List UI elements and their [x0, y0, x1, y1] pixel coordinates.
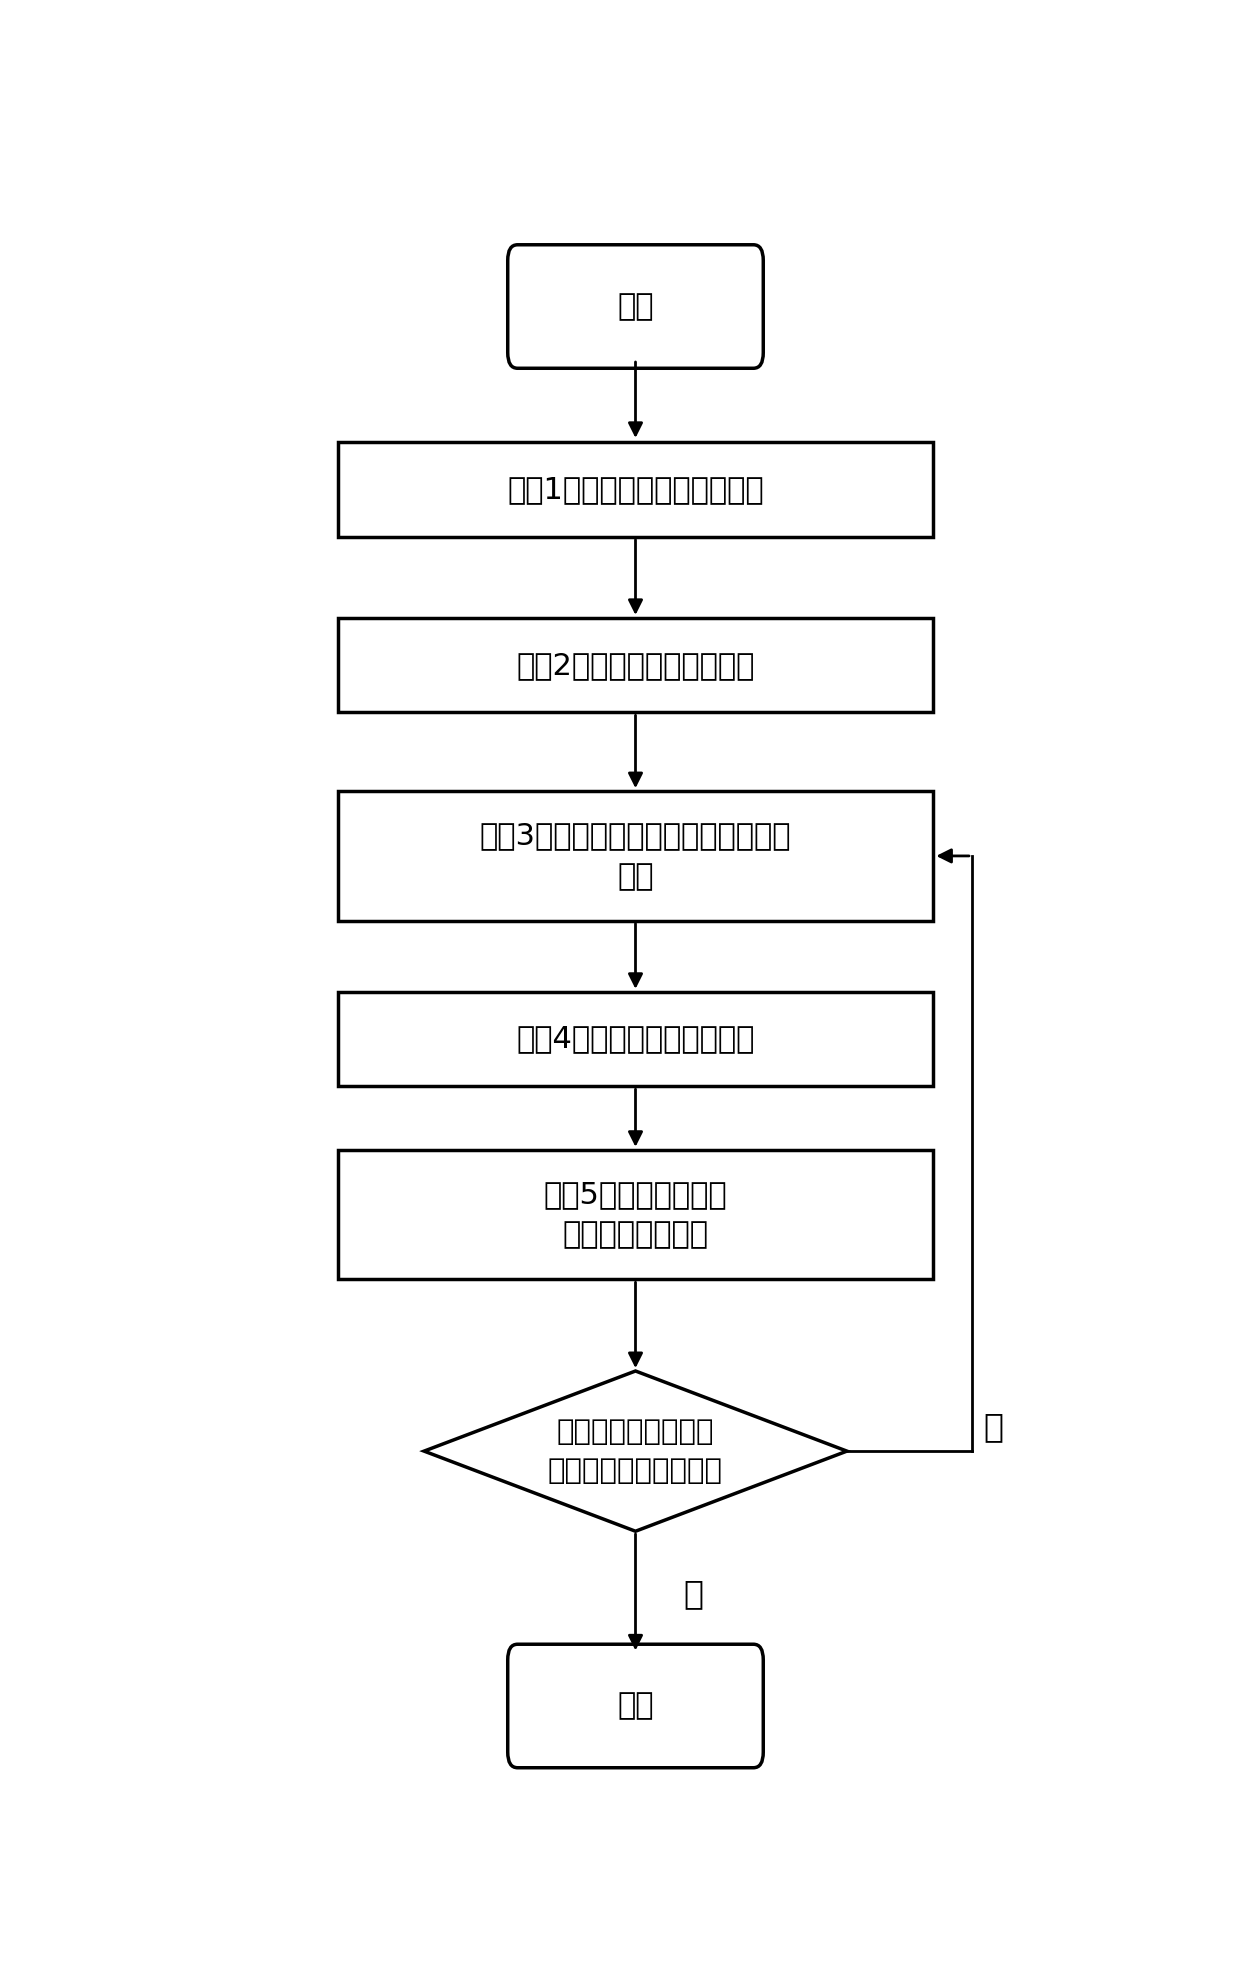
- Text: 步骤4：计算控制准则偏导数: 步骤4：计算控制准则偏导数: [516, 1025, 755, 1054]
- Text: 开始: 开始: [618, 291, 653, 321]
- Text: 步骤2：推导控制准则偏导数: 步骤2：推导控制准则偏导数: [516, 650, 755, 680]
- FancyBboxPatch shape: [507, 1645, 764, 1768]
- Text: 否: 否: [983, 1411, 1003, 1443]
- Bar: [337, 618, 934, 712]
- Bar: [337, 442, 934, 537]
- FancyBboxPatch shape: [507, 244, 764, 369]
- Text: 步骤5：进行轨迹跟踪
控制器参数的更新: 步骤5：进行轨迹跟踪 控制器参数的更新: [543, 1179, 728, 1249]
- Text: 是否完成工业机器人
所有关节控制器的设计: 是否完成工业机器人 所有关节控制器的设计: [548, 1417, 723, 1485]
- Bar: [337, 1150, 934, 1280]
- Bar: [337, 991, 934, 1086]
- Text: 结束: 结束: [618, 1691, 653, 1720]
- Text: 是: 是: [683, 1578, 703, 1609]
- Text: 步骤1：建立轨迹跟踪控制准则: 步骤1：建立轨迹跟踪控制准则: [507, 476, 764, 503]
- Text: 步骤3：进行三次迭代实验，获取相关
数据: 步骤3：进行三次迭代实验，获取相关 数据: [480, 821, 791, 890]
- Polygon shape: [424, 1372, 847, 1532]
- Bar: [337, 791, 934, 922]
